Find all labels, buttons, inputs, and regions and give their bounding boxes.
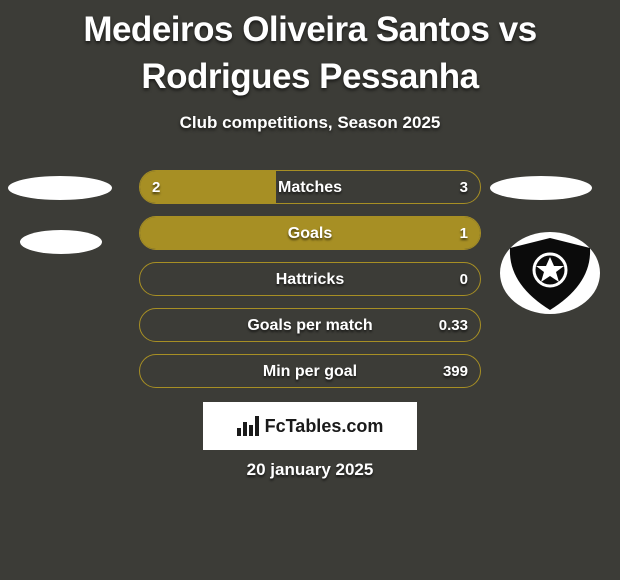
stat-bar: 0.33Goals per match: [139, 308, 481, 342]
stat-value-right: 0: [460, 263, 468, 296]
stat-value-left: 2: [152, 171, 160, 204]
stat-bar-left-fill: [140, 171, 276, 203]
stat-value-right: 3: [460, 171, 468, 204]
brand-box: FcTables.com: [203, 402, 417, 450]
stat-bar: 0Hattricks: [139, 262, 481, 296]
stat-bar: 23Matches: [139, 170, 481, 204]
stat-bar-right-fill: [140, 217, 480, 249]
stat-value-right: 0.33: [439, 309, 468, 342]
date-text: 20 january 2025: [0, 460, 620, 480]
stat-row: 0.33Goals per match: [0, 308, 620, 342]
stat-row: 23Matches: [0, 170, 620, 204]
brand-bars-icon: [237, 416, 259, 436]
stat-label: Goals per match: [140, 309, 480, 342]
page-subtitle: Club competitions, Season 2025: [0, 113, 620, 133]
stat-value-right: 399: [443, 355, 468, 388]
stat-value-right: 1: [460, 217, 468, 250]
stat-bar: 1Goals: [139, 216, 481, 250]
stat-row: 1Goals: [0, 216, 620, 250]
brand-text: FcTables.com: [265, 416, 384, 437]
stat-label: Min per goal: [140, 355, 480, 388]
page-title: Medeiros Oliveira Santos vs Rodrigues Pe…: [0, 0, 620, 101]
stat-row: 399Min per goal: [0, 354, 620, 388]
stat-bar: 399Min per goal: [139, 354, 481, 388]
stats-area: 23Matches1Goals0Hattricks0.33Goals per m…: [0, 170, 620, 400]
stat-row: 0Hattricks: [0, 262, 620, 296]
stat-label: Hattricks: [140, 263, 480, 296]
